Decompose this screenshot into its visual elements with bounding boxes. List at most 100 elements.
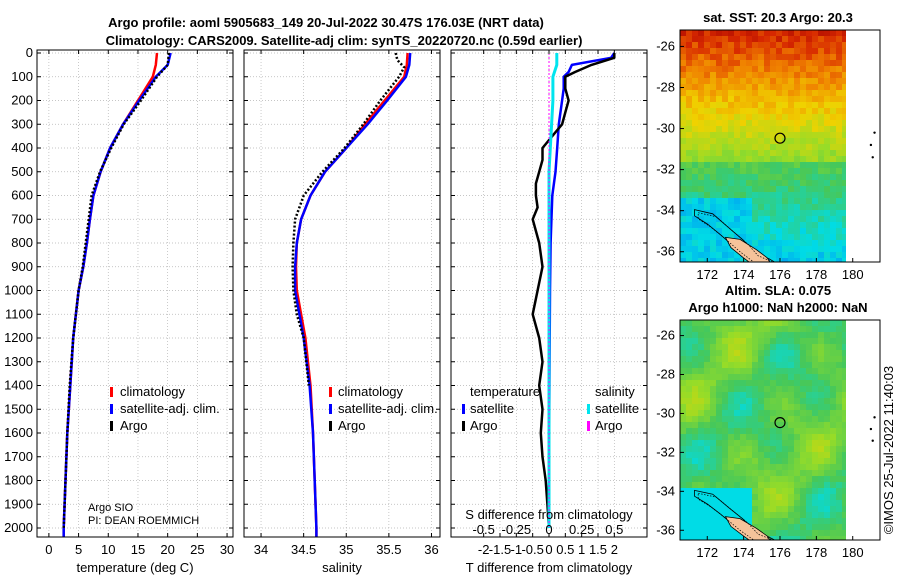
map-cell bbox=[740, 156, 747, 163]
map-cell bbox=[710, 338, 717, 345]
map-cell bbox=[788, 416, 795, 423]
map-cell bbox=[728, 60, 735, 67]
map-cell bbox=[692, 410, 699, 417]
map-cell bbox=[692, 150, 699, 157]
map-cell bbox=[818, 102, 825, 109]
map-cell bbox=[794, 78, 801, 85]
map-cell bbox=[830, 518, 837, 525]
map-cell bbox=[704, 228, 711, 235]
map-cell bbox=[704, 422, 711, 429]
map-cell bbox=[722, 416, 729, 423]
map-cell bbox=[764, 228, 771, 235]
map-cell bbox=[782, 470, 789, 477]
map-cell bbox=[692, 476, 699, 483]
map-cell bbox=[722, 470, 729, 477]
series-t-argo-line bbox=[531, 53, 616, 529]
map-cell bbox=[680, 320, 687, 327]
map-cell bbox=[704, 530, 711, 537]
map-cell bbox=[680, 108, 687, 115]
map-cell bbox=[842, 476, 846, 483]
map-cell bbox=[704, 428, 711, 435]
map-x-tick-label: 180 bbox=[842, 545, 864, 560]
map-cell bbox=[722, 320, 729, 327]
map-cell bbox=[830, 506, 837, 513]
map-cell bbox=[710, 392, 717, 399]
map-cell bbox=[782, 126, 789, 133]
map-cell bbox=[710, 494, 717, 501]
map-cell bbox=[800, 326, 807, 333]
map-cell bbox=[686, 66, 693, 73]
map-cell bbox=[728, 42, 735, 49]
map-cell bbox=[692, 422, 699, 429]
map-cell bbox=[764, 386, 771, 393]
map-cell bbox=[734, 150, 741, 157]
map-cell bbox=[782, 144, 789, 151]
map-cell bbox=[800, 78, 807, 85]
map-cell bbox=[806, 42, 813, 49]
map-cell bbox=[788, 186, 795, 193]
map-cell bbox=[710, 258, 717, 262]
map-cell bbox=[740, 126, 747, 133]
map-cell bbox=[788, 108, 795, 115]
map-cell bbox=[764, 72, 771, 79]
map-cell bbox=[764, 470, 771, 477]
map-cell bbox=[770, 174, 777, 181]
y-tick-label: 1500 bbox=[4, 401, 33, 416]
map-cell bbox=[698, 114, 705, 121]
map-cell bbox=[770, 252, 777, 259]
map-cell bbox=[698, 446, 705, 453]
map-cell bbox=[788, 338, 795, 345]
map-cell bbox=[728, 368, 735, 375]
map-cell bbox=[770, 344, 777, 351]
map-cell bbox=[740, 96, 747, 103]
map-cell bbox=[752, 138, 759, 145]
map-cell bbox=[770, 326, 777, 333]
map-cell bbox=[788, 84, 795, 91]
map-cell bbox=[686, 464, 693, 471]
map-cell bbox=[704, 90, 711, 97]
map-cell bbox=[716, 210, 723, 217]
map-cell bbox=[842, 252, 846, 259]
map-cell bbox=[770, 374, 777, 381]
map-cell bbox=[710, 518, 717, 525]
map-cell bbox=[746, 36, 753, 43]
map-cell bbox=[788, 30, 795, 37]
legend-title-temperature: temperature bbox=[470, 384, 540, 399]
map-cell bbox=[758, 192, 765, 199]
imos-credit: ©IMOS 25-Jul-2022 11:40:03 bbox=[881, 366, 896, 534]
map-cell bbox=[728, 428, 735, 435]
map-cell bbox=[716, 398, 723, 405]
map-cell bbox=[812, 530, 819, 537]
map-cell bbox=[842, 84, 846, 91]
map-cell bbox=[824, 120, 831, 127]
map-cell bbox=[740, 54, 747, 61]
map-cell bbox=[830, 440, 837, 447]
map-cell bbox=[824, 246, 831, 253]
map-cell bbox=[698, 84, 705, 91]
map-cell bbox=[680, 174, 687, 181]
map-cell bbox=[752, 192, 759, 199]
map-cell bbox=[680, 258, 687, 262]
map-cell bbox=[740, 482, 747, 489]
map-cell bbox=[770, 54, 777, 61]
map-cell bbox=[776, 530, 783, 537]
y-tick-label: 1200 bbox=[4, 330, 33, 345]
map-cell bbox=[788, 404, 795, 411]
map-cell bbox=[812, 246, 819, 253]
map-cell bbox=[836, 512, 843, 519]
map-cell bbox=[680, 96, 687, 103]
map-cell bbox=[830, 234, 837, 241]
map-cell bbox=[752, 434, 759, 441]
map-cell bbox=[842, 102, 846, 109]
map-cell bbox=[818, 446, 825, 453]
map-cell bbox=[812, 326, 819, 333]
map-cell bbox=[770, 440, 777, 447]
map-cell bbox=[686, 36, 693, 43]
map-cell bbox=[836, 344, 843, 351]
map-cell bbox=[722, 458, 729, 465]
map-cell bbox=[716, 428, 723, 435]
map-cell bbox=[698, 410, 705, 417]
map-cell bbox=[692, 102, 699, 109]
map-cell bbox=[758, 506, 765, 513]
map-cell bbox=[794, 258, 801, 262]
